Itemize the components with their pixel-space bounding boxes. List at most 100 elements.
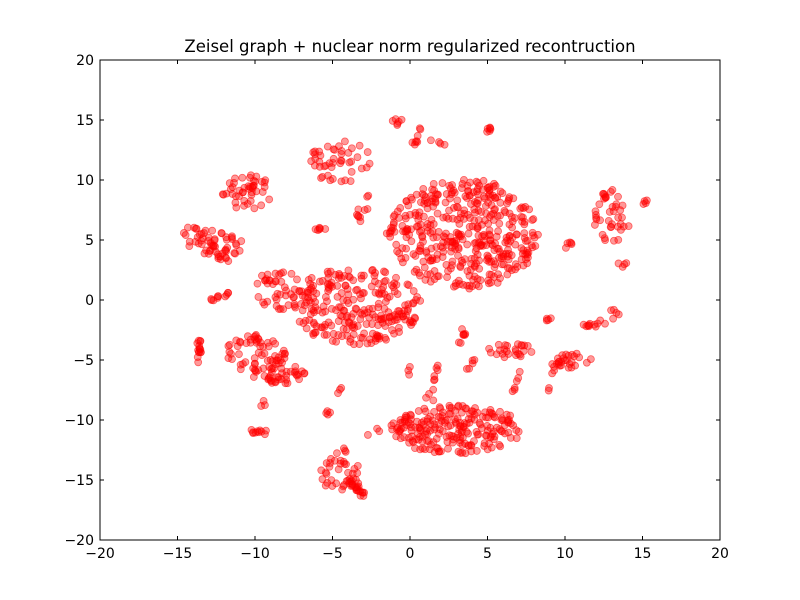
data-point [523,341,532,350]
data-point [473,185,482,193]
data-point [575,353,584,362]
data-point [397,254,406,263]
y-tick-label: 20 [76,53,94,69]
data-point [321,481,330,490]
data-point [485,279,493,288]
data-point [600,194,608,203]
data-point [508,387,517,396]
data-point [257,351,266,359]
data-point [388,326,396,334]
data-point [258,271,266,280]
data-point [491,413,499,422]
data-point [595,200,604,209]
data-point [278,358,286,367]
data-point [472,447,481,455]
data-point [468,222,477,231]
data-point [565,360,574,368]
data-point [496,187,505,196]
data-point [363,192,372,201]
data-point [462,364,471,373]
data-point [520,220,529,229]
data-point [494,340,503,349]
data-point [475,264,484,273]
data-point [233,342,242,351]
data-point [221,246,229,255]
data-point [202,246,210,255]
data-point [360,329,369,338]
data-point [378,318,387,327]
data-point [426,229,435,237]
data-point [447,264,455,273]
data-point [283,379,292,388]
data-point [416,220,425,229]
data-point [343,331,352,340]
data-point [419,237,427,246]
data-point [256,342,265,351]
data-point [252,172,261,181]
data-point [364,191,373,200]
scatter-points [179,115,651,500]
data-point [341,281,350,290]
data-point [403,280,412,289]
data-point [358,488,367,497]
data-point [555,357,564,366]
data-point [423,199,432,207]
data-point [302,324,311,333]
data-point [294,370,303,379]
data-point [269,337,277,346]
data-point [276,290,285,299]
data-point [260,372,269,380]
data-point [297,287,306,296]
data-point [315,277,324,286]
data-point [293,275,301,284]
data-point [385,312,394,321]
data-point [527,348,536,356]
data-point [329,145,338,154]
data-point [485,213,494,221]
data-point [586,355,595,363]
data-point [250,354,259,363]
y-tick-label: 10 [76,173,94,189]
data-point [320,330,329,339]
x-tick-label: 15 [634,546,652,562]
data-point [434,272,443,281]
data-point [496,274,504,283]
data-point [606,223,615,231]
data-point [515,367,524,376]
data-point [455,425,464,434]
data-point [433,366,442,375]
data-point [562,244,570,252]
data-point [365,159,374,168]
data-point [487,443,496,452]
data-point [439,238,448,247]
data-point [505,193,514,202]
data-point [612,200,621,209]
data-point [521,237,530,245]
data-point [387,226,396,235]
data-point [514,374,523,382]
data-point [516,204,525,213]
data-point [337,274,346,282]
data-point [277,364,286,373]
data-point [473,179,482,187]
data-point [368,304,377,313]
data-point [346,177,355,185]
data-point [404,201,413,210]
data-point [433,190,442,199]
data-point [605,207,614,216]
data-point [481,408,489,417]
data-point [339,444,348,453]
data-point [496,442,505,451]
data-point [476,420,485,429]
data-point [183,223,192,232]
data-point [313,306,322,315]
data-point [467,414,476,423]
data-point [312,289,321,298]
data-point [459,330,468,339]
data-point [486,348,495,357]
data-point [227,349,235,358]
data-point [322,459,331,468]
data-point [253,279,262,288]
data-point [470,262,479,271]
